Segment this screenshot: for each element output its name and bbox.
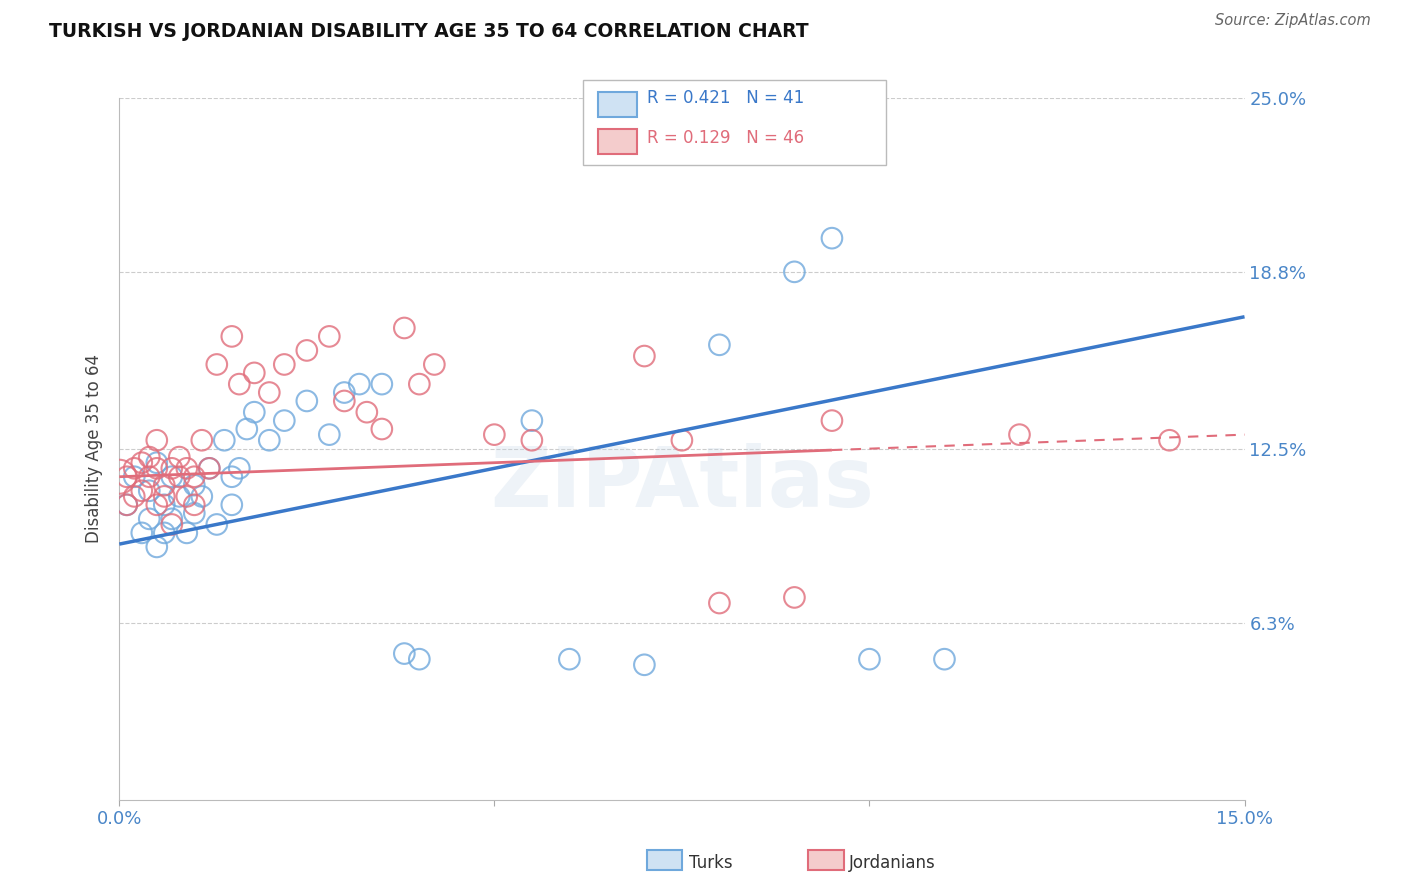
Text: ZIPAtlas: ZIPAtlas bbox=[489, 443, 875, 524]
Point bbox=[520, 414, 543, 428]
Point bbox=[198, 461, 221, 475]
Point bbox=[371, 422, 394, 436]
Point bbox=[371, 377, 394, 392]
Point bbox=[349, 377, 371, 392]
Point bbox=[221, 469, 243, 483]
Point bbox=[214, 434, 236, 448]
Point bbox=[153, 498, 176, 512]
Text: Jordanians: Jordanians bbox=[849, 854, 936, 871]
Point bbox=[169, 489, 191, 503]
Text: R = 0.421   N = 41: R = 0.421 N = 41 bbox=[647, 89, 804, 107]
Point bbox=[131, 483, 153, 498]
Point bbox=[633, 657, 655, 672]
Point bbox=[138, 469, 160, 483]
Point bbox=[131, 456, 153, 470]
Point bbox=[183, 469, 205, 483]
Point bbox=[221, 329, 243, 343]
Point bbox=[783, 591, 806, 605]
Point bbox=[318, 329, 340, 343]
Point bbox=[295, 343, 318, 358]
Point bbox=[115, 469, 138, 483]
Point bbox=[633, 349, 655, 363]
Point bbox=[273, 358, 295, 372]
Point bbox=[131, 525, 153, 540]
Point bbox=[243, 405, 266, 419]
Point bbox=[153, 478, 176, 492]
Point bbox=[934, 652, 956, 666]
Point bbox=[408, 652, 430, 666]
Point bbox=[124, 461, 146, 475]
Point bbox=[160, 512, 183, 526]
Point bbox=[146, 461, 169, 475]
Point bbox=[160, 461, 183, 475]
Point bbox=[198, 461, 221, 475]
Point bbox=[115, 498, 138, 512]
Point bbox=[146, 540, 169, 554]
Point bbox=[858, 652, 880, 666]
Point bbox=[423, 358, 446, 372]
Point bbox=[115, 498, 138, 512]
Point bbox=[228, 377, 250, 392]
Point bbox=[1159, 434, 1181, 448]
Point bbox=[183, 506, 205, 520]
Point bbox=[394, 647, 416, 661]
Point bbox=[153, 525, 176, 540]
Point bbox=[138, 483, 160, 498]
Point bbox=[183, 498, 205, 512]
Point bbox=[671, 434, 693, 448]
Point bbox=[221, 498, 243, 512]
Point bbox=[295, 394, 318, 409]
Point bbox=[243, 366, 266, 380]
Point bbox=[124, 469, 146, 483]
Point bbox=[408, 377, 430, 392]
Y-axis label: Disability Age 35 to 64: Disability Age 35 to 64 bbox=[86, 354, 103, 543]
Text: Turks: Turks bbox=[689, 854, 733, 871]
Point bbox=[176, 525, 198, 540]
Text: TURKISH VS JORDANIAN DISABILITY AGE 35 TO 64 CORRELATION CHART: TURKISH VS JORDANIAN DISABILITY AGE 35 T… bbox=[49, 22, 808, 41]
Point bbox=[520, 434, 543, 448]
Point bbox=[169, 469, 191, 483]
Point bbox=[821, 231, 844, 245]
Point bbox=[205, 358, 228, 372]
Point bbox=[356, 405, 378, 419]
Point bbox=[146, 498, 169, 512]
Point bbox=[169, 450, 191, 464]
Point bbox=[146, 434, 169, 448]
Point bbox=[228, 461, 250, 475]
Point bbox=[191, 434, 214, 448]
Point bbox=[273, 414, 295, 428]
Point bbox=[333, 394, 356, 409]
Point bbox=[259, 385, 281, 400]
Point bbox=[176, 489, 198, 503]
Text: R = 0.129   N = 46: R = 0.129 N = 46 bbox=[647, 129, 804, 147]
Point bbox=[124, 489, 146, 503]
Point bbox=[1008, 427, 1031, 442]
Point bbox=[318, 427, 340, 442]
Point bbox=[558, 652, 581, 666]
Point bbox=[153, 489, 176, 503]
Point bbox=[176, 461, 198, 475]
Point bbox=[205, 517, 228, 532]
Point bbox=[394, 321, 416, 335]
Point bbox=[821, 414, 844, 428]
Point bbox=[236, 422, 259, 436]
Point bbox=[484, 427, 506, 442]
Point bbox=[709, 596, 731, 610]
Point bbox=[183, 478, 205, 492]
Point bbox=[160, 469, 183, 483]
Text: Source: ZipAtlas.com: Source: ZipAtlas.com bbox=[1215, 13, 1371, 29]
Point bbox=[108, 469, 131, 483]
Point bbox=[259, 434, 281, 448]
Point bbox=[138, 450, 160, 464]
Point bbox=[783, 265, 806, 279]
Point bbox=[146, 456, 169, 470]
Point bbox=[138, 512, 160, 526]
Point bbox=[333, 385, 356, 400]
Point bbox=[709, 338, 731, 352]
Point bbox=[191, 489, 214, 503]
Point bbox=[160, 517, 183, 532]
